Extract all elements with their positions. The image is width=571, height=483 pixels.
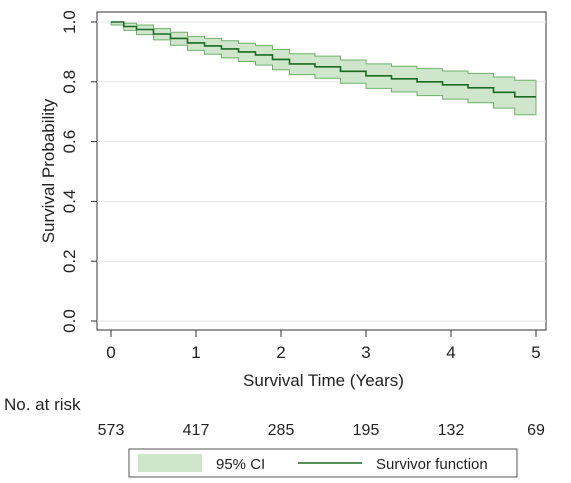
x-axis-label: Survival Time (Years) [243,371,404,390]
y-axis-label: Survival Probability [39,98,58,243]
x-tick-label: 2 [276,343,285,362]
risk-table-value: 285 [268,422,295,439]
x-tick-label: 5 [531,343,540,362]
plot-area [96,11,547,331]
x-tick-label: 1 [191,343,200,362]
x-tick-label: 0 [106,343,115,362]
risk-table-values: 573 417 285 195 132 69 [98,422,545,439]
gridlines [97,21,546,322]
risk-table-value: 69 [527,422,545,439]
y-tick-label: 0.4 [60,190,79,214]
risk-table-value: 417 [183,422,210,439]
legend-label-survivor-function: Survivor function [376,456,488,473]
legend-swatch-ci [138,454,202,472]
survivor-function-line [111,21,536,98]
y-axis-ticks: 0.0 0.2 0.4 0.6 0.8 1.0 [60,10,97,333]
risk-table-value: 195 [353,422,380,439]
legend-label-ci: 95% CI [216,456,265,473]
x-tick-label: 4 [446,343,455,362]
x-axis-ticks: 0 1 2 3 4 5 [106,330,541,362]
x-tick-label: 3 [361,343,370,362]
risk-table-label: No. at risk [4,395,81,414]
y-tick-label: 0.8 [60,70,79,94]
y-tick-label: 1.0 [60,10,79,34]
y-tick-label: 0.2 [60,249,79,273]
legend: 95% CI Survivor function [128,448,518,478]
y-tick-label: 0.6 [60,130,79,154]
risk-table-value: 573 [98,422,125,439]
y-tick-label: 0.0 [60,309,79,333]
risk-table-value: 132 [438,422,465,439]
